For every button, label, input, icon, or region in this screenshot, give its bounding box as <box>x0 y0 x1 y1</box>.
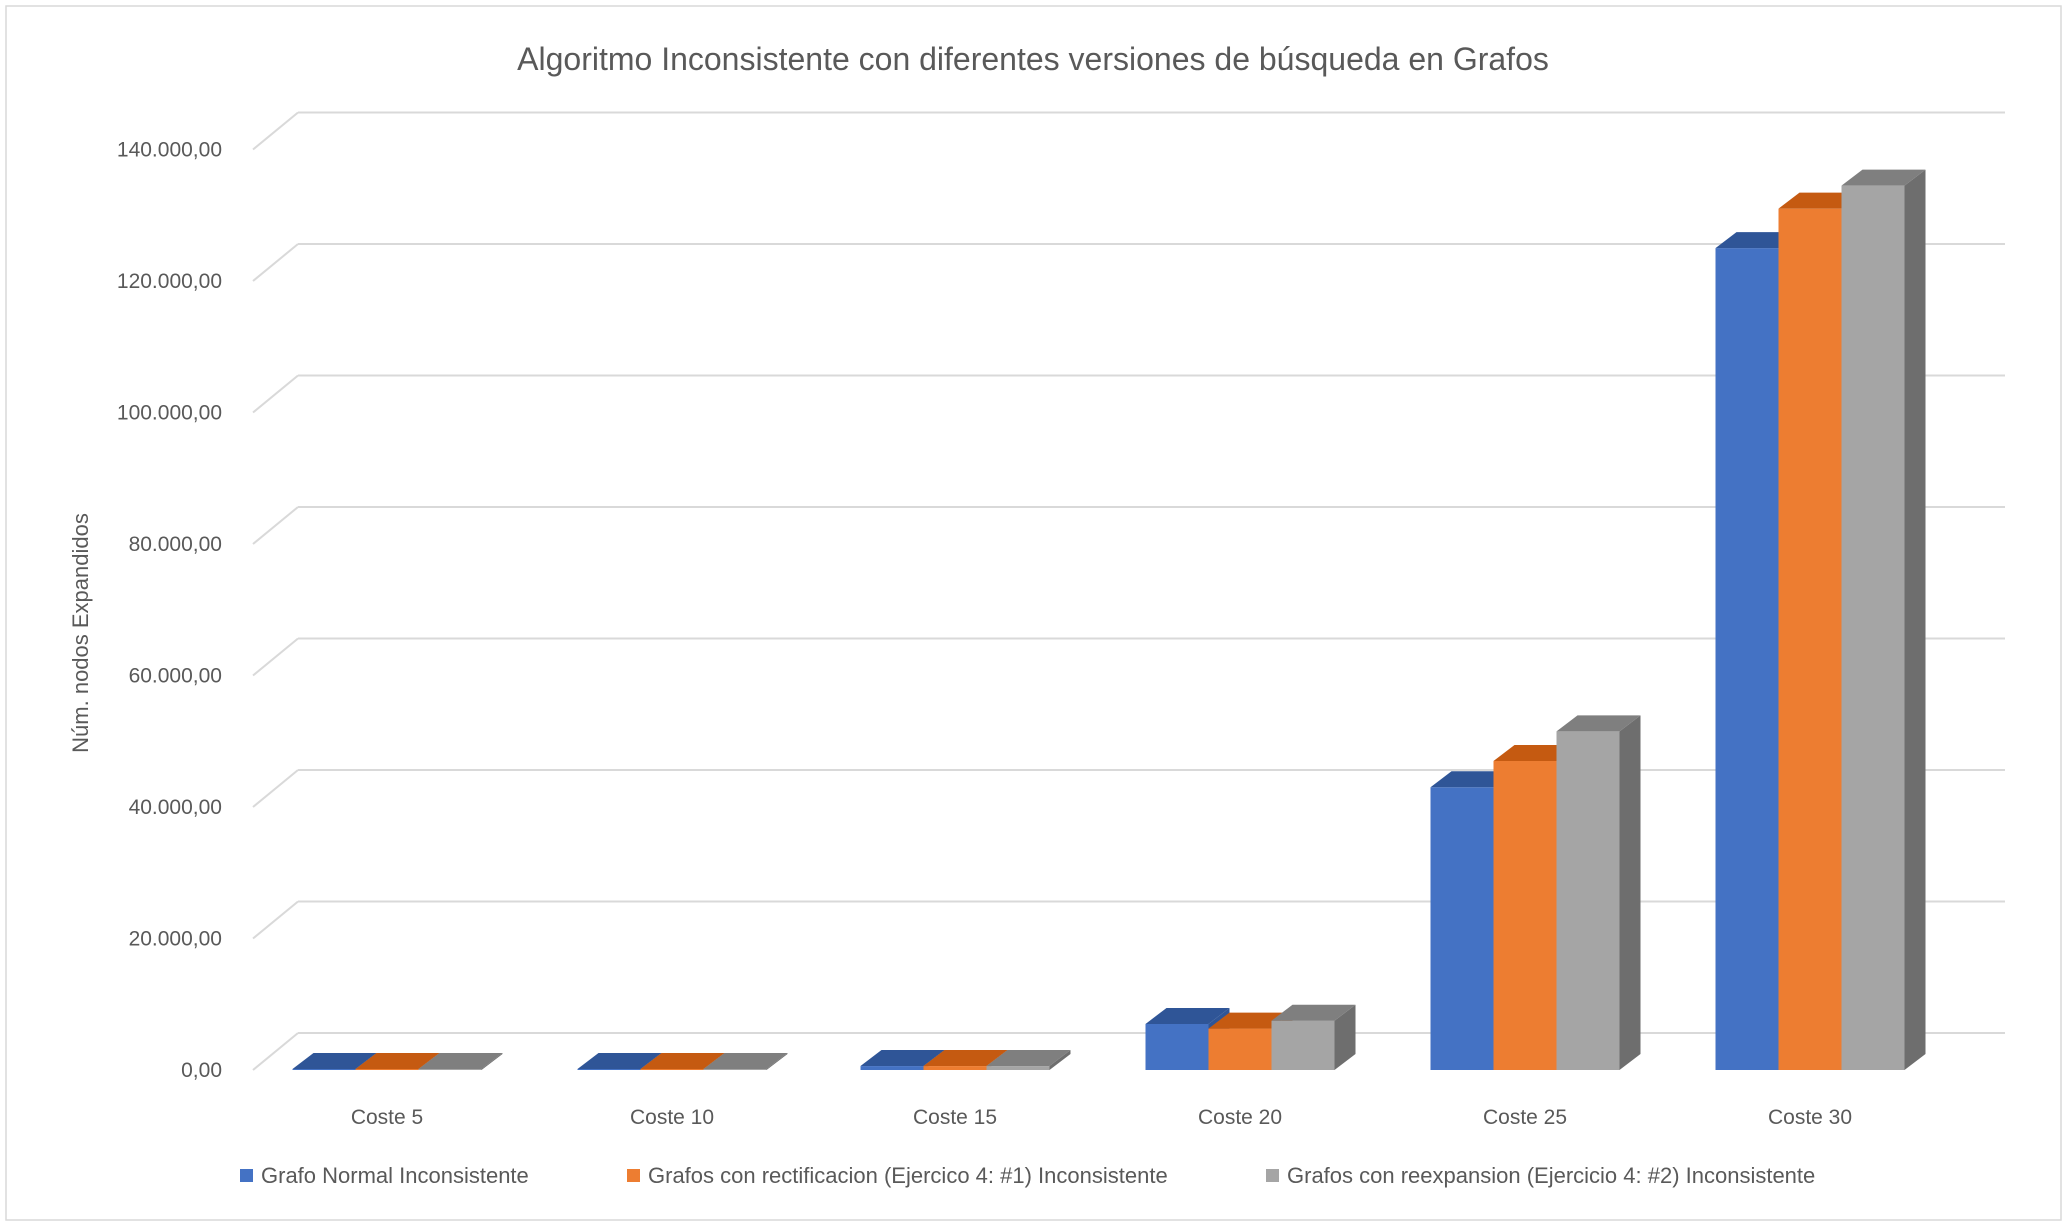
bar <box>1556 731 1620 1070</box>
legend: Grafo Normal Inconsistente Grafos con rec… <box>240 1163 1815 1188</box>
gridline-depth <box>252 243 299 282</box>
bar-top <box>640 1053 725 1069</box>
chart-title: Algoritmo Inconsistente con diferentes v… <box>517 41 1549 77</box>
legend-swatch <box>1266 1169 1279 1182</box>
gridline-depth <box>252 637 299 677</box>
bar-side <box>766 1053 788 1070</box>
y-tick-label: 140.000,00 <box>117 139 222 162</box>
bar <box>577 1069 641 1070</box>
bar <box>703 1069 767 1070</box>
bar <box>355 1069 419 1070</box>
gridline-depth <box>252 900 299 940</box>
bar-top <box>577 1053 662 1069</box>
gridline-depth <box>252 374 299 414</box>
bar <box>986 1066 1050 1070</box>
bar-top <box>355 1053 440 1069</box>
bar-top <box>1271 1004 1356 1021</box>
y-tick-label: 0,00 <box>181 1059 222 1082</box>
y-tick-label: 100.000,00 <box>117 402 222 425</box>
bar <box>292 1069 356 1070</box>
x-tick-label: Coste 15 <box>913 1106 997 1129</box>
y-tick-label: 80.000,00 <box>129 533 222 556</box>
x-tick-label: Coste 20 <box>1198 1106 1282 1129</box>
gridline-depth <box>252 769 299 808</box>
bar-top <box>703 1053 788 1069</box>
bar <box>1715 248 1779 1070</box>
legend-swatch <box>240 1169 253 1182</box>
gridline-depth <box>252 1032 299 1071</box>
gridline-depth <box>252 506 299 545</box>
bar <box>1841 185 1905 1071</box>
bar <box>923 1066 987 1070</box>
legend-swatch <box>627 1169 640 1182</box>
bar-top <box>418 1053 503 1069</box>
x-tick-label: Coste 5 <box>351 1106 423 1129</box>
bars <box>292 169 1926 1071</box>
bar-side <box>1619 715 1641 1070</box>
legend-label: Grafos con rectificacion (Ejercico 4: #1… <box>648 1163 1168 1188</box>
bar-top <box>1841 169 1926 186</box>
bar-top <box>1145 1007 1230 1024</box>
x-tick-label: Coste 10 <box>630 1106 714 1129</box>
y-tick-label: 20.000,00 <box>129 928 222 951</box>
bar-top <box>1556 715 1641 732</box>
y-axis-ticks: 0,00 20.000,00 40.000,00 60.000,00 80.000,00… <box>117 139 222 1083</box>
bar <box>1430 787 1494 1070</box>
bar-top <box>860 1050 945 1067</box>
bar-side <box>1904 169 1926 1071</box>
bar <box>860 1066 924 1070</box>
bar-top <box>292 1053 377 1069</box>
y-tick-label: 40.000,00 <box>129 796 222 819</box>
y-axis-title: Núm. nodos Expandidos <box>68 513 93 753</box>
bar-side <box>481 1053 503 1070</box>
bar <box>640 1069 704 1070</box>
bar-top <box>923 1050 1008 1067</box>
bar-side <box>1049 1050 1071 1070</box>
bar <box>1493 760 1557 1070</box>
bar <box>1778 208 1842 1071</box>
gridline-depth <box>252 111 299 151</box>
y-tick-label: 120.000,00 <box>117 270 222 293</box>
bar <box>418 1069 482 1070</box>
x-tick-label: Coste 30 <box>1768 1106 1852 1129</box>
bar-side <box>1334 1004 1356 1070</box>
bar-top <box>986 1050 1071 1067</box>
legend-label: Grafo Normal Inconsistente <box>261 1163 529 1188</box>
bar <box>1208 1028 1272 1070</box>
bar <box>1271 1020 1335 1070</box>
x-axis-ticks: Coste 5 Coste 10 Coste 15 Coste 20 Coste 25 C… <box>351 1106 1852 1129</box>
x-tick-label: Coste 25 <box>1483 1106 1567 1129</box>
bar <box>1145 1023 1209 1070</box>
y-tick-label: 60.000,00 <box>129 665 222 688</box>
legend-label: Grafos con reexpansion (Ejercicio 4: #2)… <box>1287 1163 1815 1188</box>
